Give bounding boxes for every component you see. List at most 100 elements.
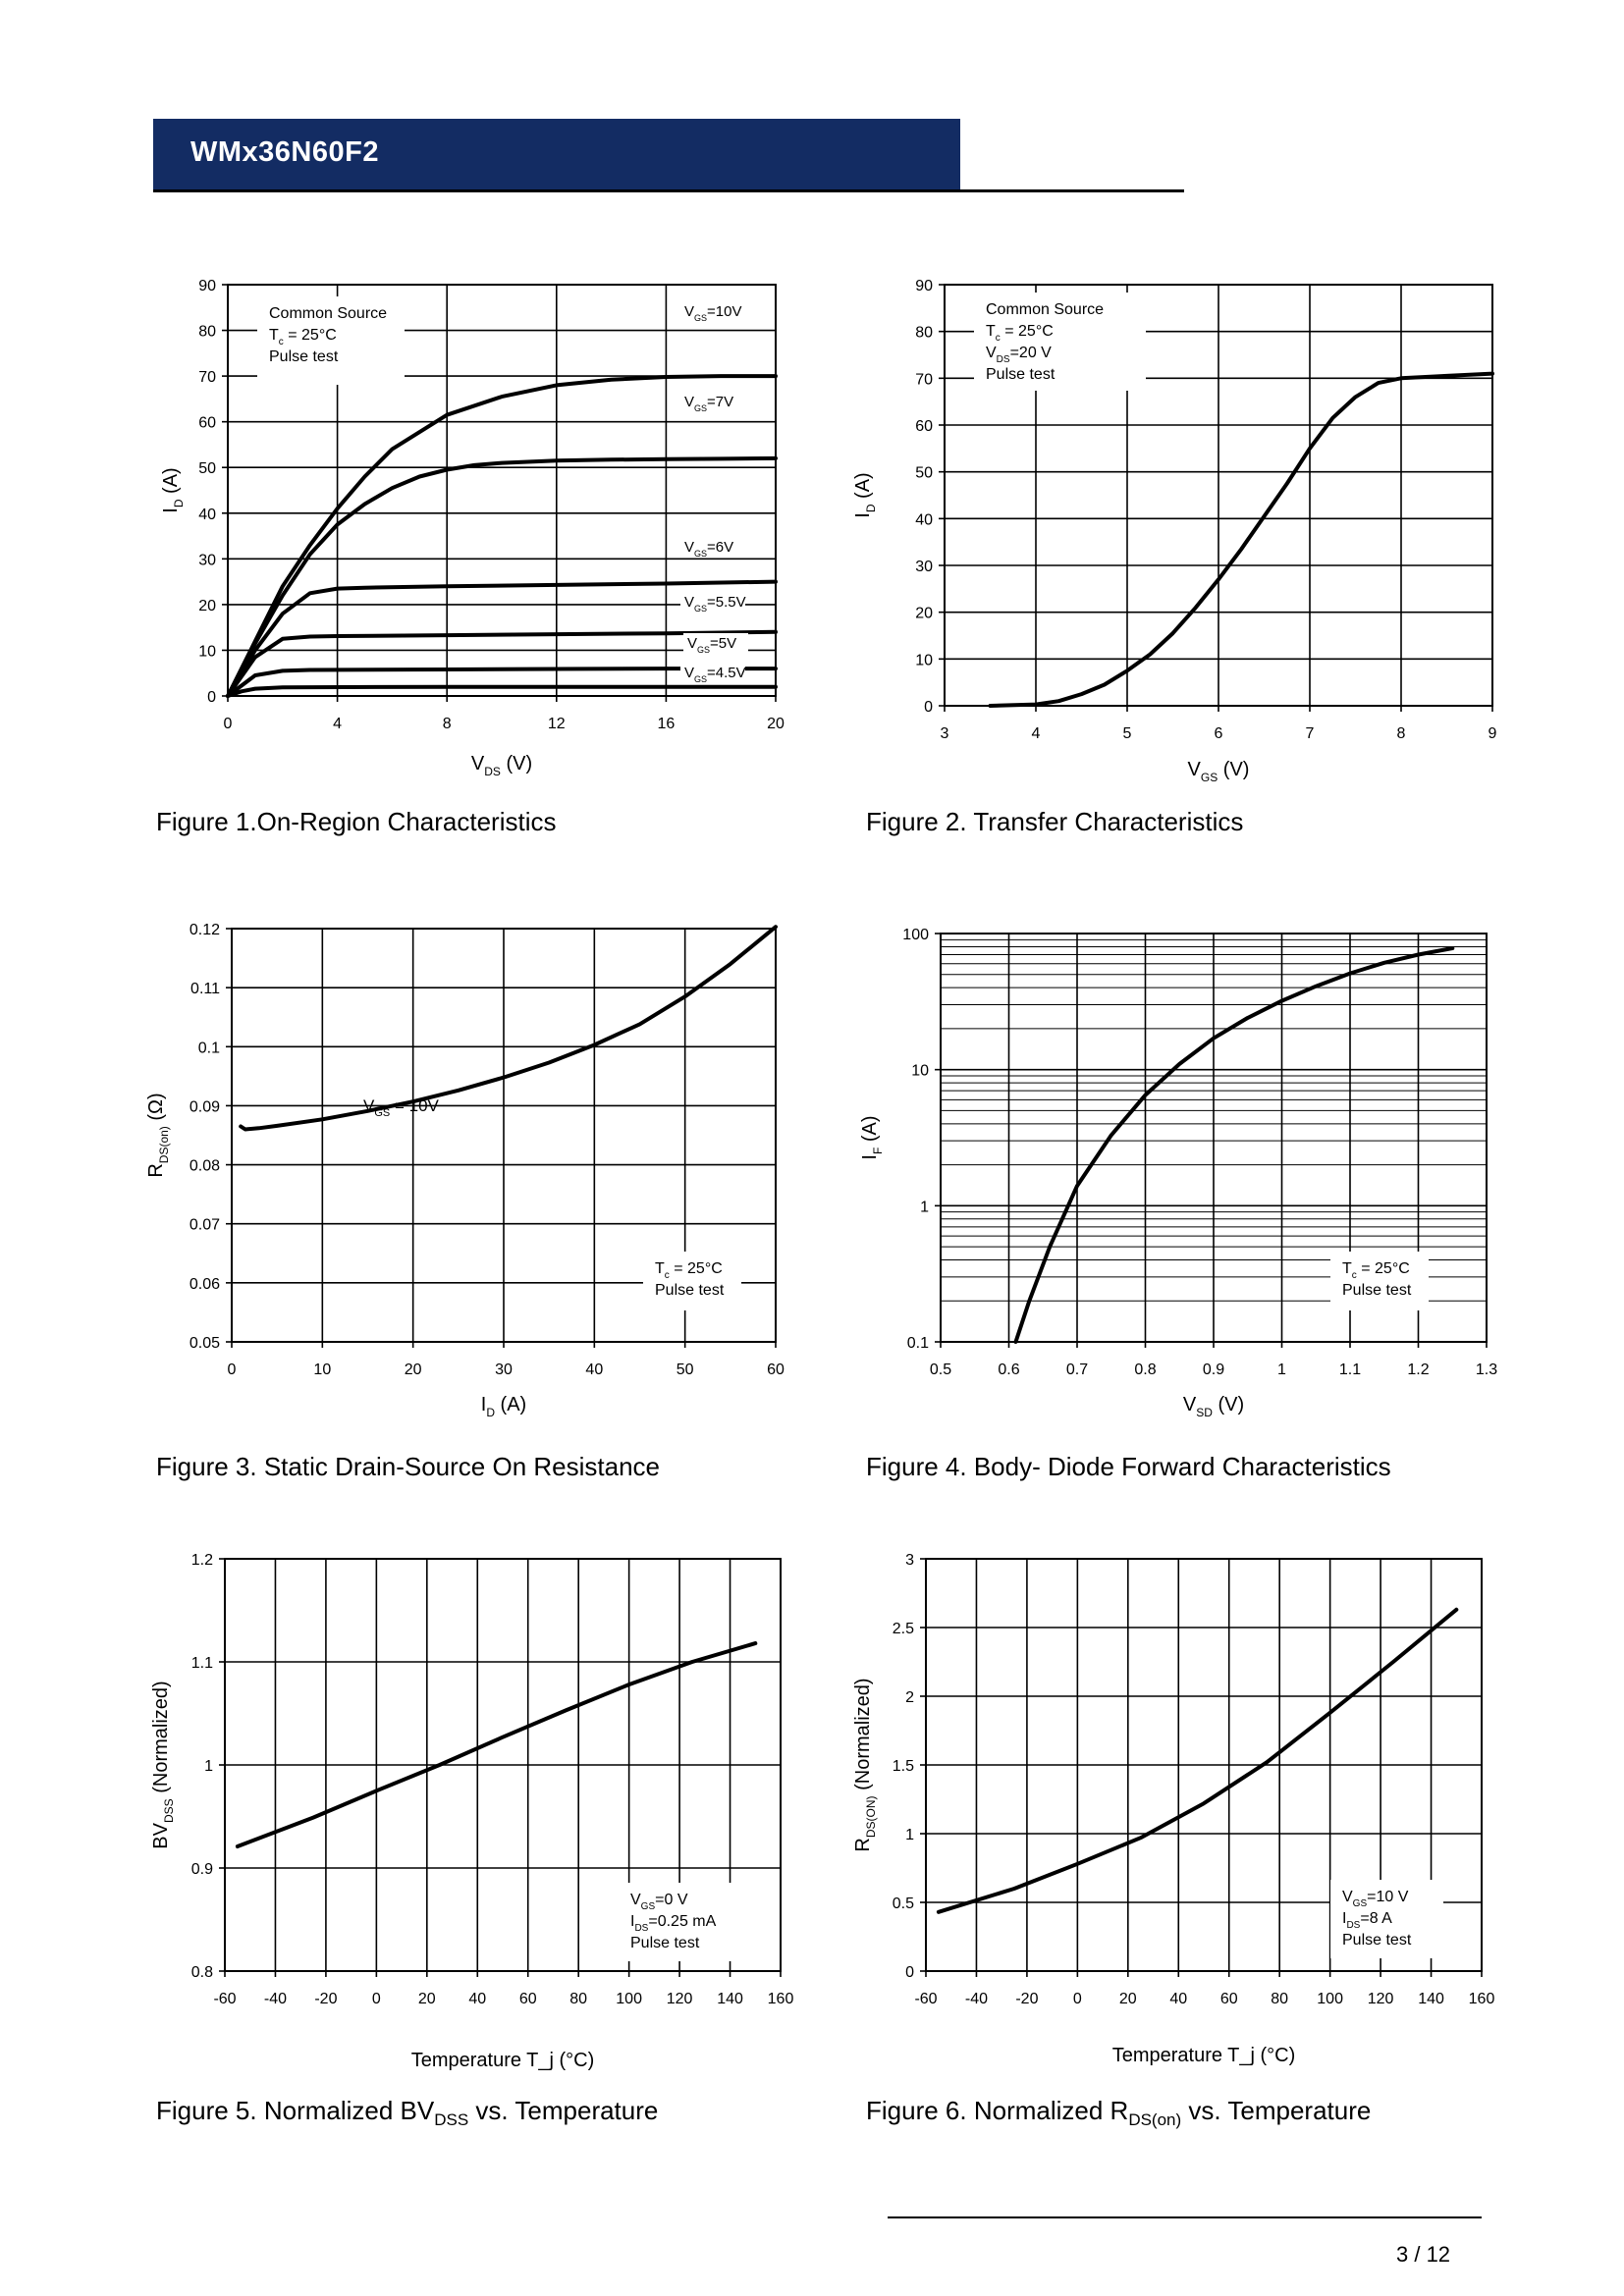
fig3-annotation-line: Pulse test [655,1282,725,1299]
fig1-y-tick-label: 50 [198,460,216,477]
fig2-x-tick-label: 8 [1397,725,1406,742]
fig4-annotation-box [1330,1252,1429,1310]
fig1-series-line [226,629,778,698]
fig1-annotation-line: Pulse test [269,348,339,365]
fig4-y-tick-label: 1 [920,1199,929,1215]
fig5-y-tick-label: 1.2 [191,1552,213,1569]
fig1-series-line [226,684,778,698]
fig6-x-tick-label: 80 [1271,1991,1288,2007]
fig6-x-axis-label: Temperature T_j (°C) [1112,2045,1296,2066]
fig6-y-tick-label: 1.5 [893,1758,914,1775]
fig4-x-tick-label: 0.9 [1203,1362,1224,1378]
fig1-plot-frame [227,284,777,697]
fig2-y-tick-label: 70 [915,371,933,388]
fig6-series-line [936,1607,1459,1914]
fig5-y-axis-label: BVDSS (Normalized) [150,1681,176,1848]
page-number: 3 / 12 [1396,2242,1451,2267]
figure-6-caption-post: vs. Temperature [1181,2096,1372,2125]
fig3-y-tick-label: 0.1 [198,1040,220,1056]
fig3-x-axis-label: ID (A) [481,1394,526,1419]
fig5-series-line [235,1641,758,1848]
fig2-y-tick-label: 80 [915,325,933,342]
fig2-y-axis-label: ID (A) [852,472,878,517]
fig1-series-label: VGS=7V [684,394,733,413]
fig3-x-tick-label: 20 [405,1362,422,1378]
fig6-annotation-line: VGS=10 V [1342,1889,1409,1909]
fig5-x-tick-label: -60 [213,1991,236,2007]
fig4-annotation-line: Pulse test [1342,1282,1412,1299]
fig5-y-tick-label: 0.9 [191,1861,213,1878]
fig6-y-tick-label: 3 [905,1552,914,1569]
fig5-chart: 0.8 0.9 1 1.1 1.2 -60 -40 -20 0 20 40 60 80 100 120 140… [150,1552,793,2071]
figure-6-caption-pre: Figure 6. Normalized R [866,2096,1129,2125]
fig2-y-tick-label: 40 [915,511,933,528]
fig6-y-tick-label: 2.5 [893,1621,914,1637]
fig1-y-tick-label: 80 [198,324,216,341]
fig3-y-tick-label: 0.12 [189,922,220,938]
fig1-series-label: VGS=5V [687,635,736,655]
fig6-x-tick-label: 60 [1220,1991,1238,2007]
fig3-y-tick-label: 0.07 [189,1217,220,1234]
fig2-annotation-box [974,293,1146,391]
fig2-annotation-line: Pulse test [986,366,1056,383]
fig6-y-tick-label: 2 [905,1689,914,1706]
figure-5-caption-pre: Figure 5. Normalized BV [156,2096,435,2125]
figure-1-caption: Figure 1.On-Region Characteristics [156,807,557,836]
fig1-x-tick-label: 4 [333,716,342,732]
fig2-x-tick-label: 6 [1215,725,1223,742]
fig4-x-axis-label: VSD (V) [1183,1394,1244,1419]
fig4-x-tick-label: 0.8 [1134,1362,1156,1378]
fig4-x-tick-label: 0.6 [998,1362,1019,1378]
fig5-x-tick-label: 160 [768,1991,794,2007]
fig5-annotation-line: VGS=0 V [630,1892,688,1912]
fig1-y-tick-label: 20 [198,598,216,614]
fig5-annotation-line: IDS=0.25 mA [630,1913,717,1934]
fig1-x-tick-label: 12 [548,716,566,732]
fig6-x-tick-label: 20 [1119,1991,1137,2007]
fig5-x-tick-label: -20 [314,1991,337,2007]
fig4-x-tick-label: 1.1 [1339,1362,1361,1378]
fig2-x-tick-label: 3 [941,725,949,742]
fig3-x-tick-label: 30 [495,1362,513,1378]
fig4-x-tick-label: 1 [1277,1362,1286,1378]
fig5-annotation-box [619,1883,741,1961]
fig2-y-tick-label: 0 [924,699,933,716]
fig2-series-line [988,371,1494,708]
fig1-series-label-bg [680,592,745,613]
fig1-series-label-bg [680,663,745,683]
fig2-y-tick-label: 90 [915,278,933,294]
fig5-y-tick-label: 1.1 [191,1655,213,1672]
fig5-y-tick-label: 0.8 [191,1964,213,1981]
fig3-x-tick-label: 0 [228,1362,237,1378]
fig4-x-tick-label: 1.2 [1407,1362,1429,1378]
fig4-x-tick-label: 1.3 [1476,1362,1497,1378]
fig4-y-axis-label: IF (A) [859,1115,885,1159]
fig4-x-tick-label: 0.7 [1066,1362,1088,1378]
fig2-annotation-line: Tc = 25°C [986,323,1054,344]
fig6-x-tick-label: 0 [1073,1991,1082,2007]
fig1-y-tick-label: 30 [198,552,216,568]
fig3-x-tick-label: 40 [585,1362,603,1378]
fig3-x-tick-label: 10 [313,1362,331,1378]
fig3-y-tick-label: 0.11 [190,981,220,997]
fig5-annotation-line: Pulse test [630,1935,700,1951]
fig3-annotation-box [643,1252,741,1310]
header-band: WMx36N60F2 [153,119,960,189]
fig3-y-tick-label: 0.09 [189,1098,220,1115]
fig1-x-tick-label: 20 [767,716,785,732]
fig3-x-tick-label: 60 [767,1362,785,1378]
fig2-y-tick-label: 20 [915,606,933,622]
fig4-series-line [1013,946,1455,1344]
fig1-y-tick-label: 60 [198,415,216,432]
fig3-y-tick-label: 0.05 [189,1335,220,1352]
fig2-x-axis-label: VGS (V) [1188,759,1250,784]
fig2-plot-frame [944,284,1493,707]
fig1-series-label-bg [680,301,745,322]
footer-rule [888,2216,1482,2218]
figure-5-caption-sub: DSS [434,2110,469,2130]
fig2-y-tick-label: 30 [915,559,933,575]
fig6-chart: 0 0.5 1 1.5 2 2.5 3 -60 -40 -20 0 20 40 60 80 100 120 140… [852,1552,1494,2066]
fig1-y-tick-label: 40 [198,507,216,523]
fig4-annotation-line: Tc = 25°C [1342,1260,1410,1281]
